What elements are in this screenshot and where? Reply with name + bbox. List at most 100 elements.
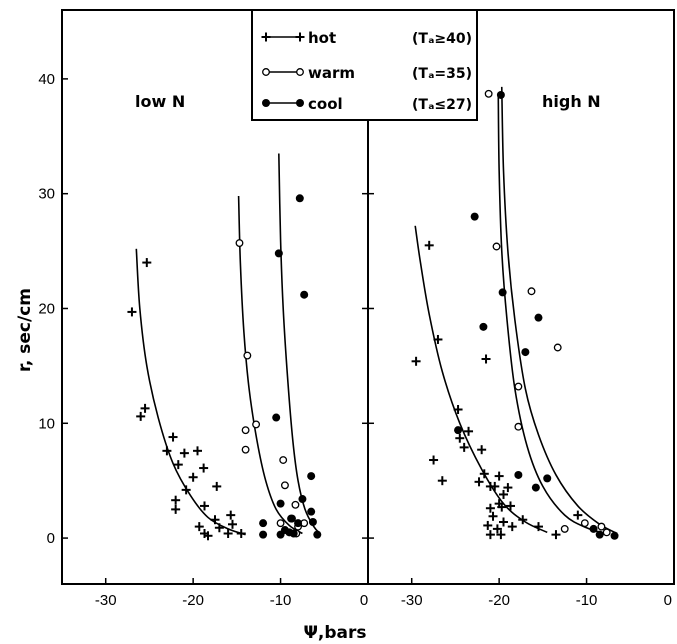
legend-marker-hot	[295, 32, 305, 42]
data-point-hot	[485, 503, 495, 513]
data-point-hot	[499, 517, 509, 527]
data-point-hot	[485, 481, 495, 491]
data-point-warm	[602, 528, 611, 537]
data-point-warm	[492, 242, 501, 251]
data-point-cool	[287, 514, 296, 523]
data-point-cool	[498, 288, 507, 297]
legend-condition-cool: (Tₐ≤27)	[412, 97, 472, 113]
data-point-hot	[136, 411, 146, 421]
data-point-hot	[162, 446, 172, 456]
x-tick-label: -20	[182, 592, 204, 609]
legend-entry-cool: cool (Tₐ≤27)	[262, 95, 472, 113]
data-point-cool	[595, 530, 604, 539]
data-point-warm	[252, 420, 261, 429]
data-point-hot	[453, 405, 463, 415]
data-point-warm	[514, 382, 523, 391]
data-point-hot	[200, 501, 210, 511]
data-point-hot	[497, 502, 507, 512]
legend-label-warm: warm	[308, 64, 355, 82]
data-point-cool	[295, 194, 304, 203]
legend-marker-warm	[296, 68, 304, 76]
data-point-cool	[521, 348, 530, 357]
data-point-hot	[140, 403, 150, 413]
data-point-warm	[280, 481, 289, 490]
data-point-hot	[485, 530, 495, 540]
data-point-hot	[210, 515, 220, 525]
data-point-hot	[203, 531, 213, 541]
data-point-cool	[610, 531, 619, 540]
x-tick-label: -20	[488, 592, 510, 609]
axis-ticks: 0 10 20 30 40 -30 -20 -10 0 -30 -20 -10 0	[38, 71, 675, 609]
data-point-cool	[307, 507, 316, 516]
x-tick-label: -10	[576, 592, 598, 609]
data-point-hot	[168, 432, 178, 442]
legend-box	[251, 9, 478, 121]
data-point-cool	[470, 212, 479, 221]
legend-entry-warm: warm (Tₐ=35)	[262, 64, 472, 82]
y-tick-label: 30	[38, 186, 55, 203]
data-point-hot	[479, 469, 489, 479]
data-point-hot	[433, 334, 443, 344]
legend-marker-warm	[262, 68, 270, 76]
data-point-hot	[455, 433, 465, 443]
y-axis-title: r, sec/cm	[15, 288, 35, 372]
data-point-warm	[527, 287, 536, 296]
legend-condition-warm: (Tₐ=35)	[412, 66, 472, 82]
data-point-hot	[459, 442, 469, 452]
data-point-warm	[241, 445, 250, 454]
data-point-hot	[171, 495, 181, 505]
data-point-hot	[499, 489, 509, 499]
x-tick-label: 0	[360, 592, 368, 609]
data-point-hot	[193, 446, 203, 456]
x-axis-title: Ψ,bars	[303, 623, 366, 643]
data-point-cool	[496, 90, 505, 99]
data-point-hot	[173, 460, 183, 470]
data-point-cool	[272, 413, 281, 422]
fit-curve-warm	[237, 195, 303, 535]
data-point-warm	[241, 426, 250, 435]
data-point-warm	[580, 519, 589, 528]
fit-curve-cool	[500, 86, 618, 535]
legend-label-hot: hot	[308, 29, 336, 47]
y-tick-label: 10	[38, 415, 55, 432]
panel-title-left: low N	[135, 92, 185, 111]
data-point-warm	[484, 89, 493, 98]
data-point-hot	[518, 515, 528, 525]
data-point-hot	[194, 522, 204, 532]
data-point-hot	[199, 463, 209, 473]
data-point-cool	[454, 426, 463, 435]
data-point-hot	[474, 477, 484, 487]
y-tick-label: 0	[47, 530, 55, 547]
data-point-hot	[171, 504, 181, 514]
data-point-cool	[276, 499, 285, 508]
x-tick-label: -30	[95, 592, 117, 609]
data-point-hot	[492, 524, 502, 534]
data-point-hot	[411, 356, 421, 366]
fitted-curves	[135, 86, 618, 536]
legend-marker-hot	[261, 32, 271, 42]
fit-curve-hot	[135, 248, 246, 536]
data-point-cool	[313, 530, 322, 539]
data-point-hot	[506, 501, 516, 511]
data-point-cool	[531, 483, 540, 492]
data-point-hot	[437, 476, 447, 486]
data-point-hot	[223, 528, 233, 538]
data-point-hot	[477, 445, 487, 455]
data-point-warm	[553, 343, 562, 352]
legend-marker-cool	[262, 99, 270, 107]
legend-label-cool: cool	[308, 95, 343, 113]
data-point-cool	[308, 518, 317, 527]
data-point-cool	[307, 472, 316, 481]
data-point-hot	[503, 483, 513, 493]
data-point-hot	[464, 426, 474, 436]
data-point-cool	[294, 519, 303, 528]
data-point-hot	[429, 455, 439, 465]
legend: hot (Tₐ≥40) warm (Tₐ=35) cool (Tₐ≤27)	[251, 9, 478, 121]
legend-condition-hot: (Tₐ≥40)	[412, 31, 472, 47]
data-point-cool	[259, 530, 268, 539]
data-point-cool	[514, 470, 523, 479]
data-point-hot	[142, 258, 152, 268]
data-point-cool	[289, 529, 298, 538]
data-point-hot	[551, 530, 561, 540]
